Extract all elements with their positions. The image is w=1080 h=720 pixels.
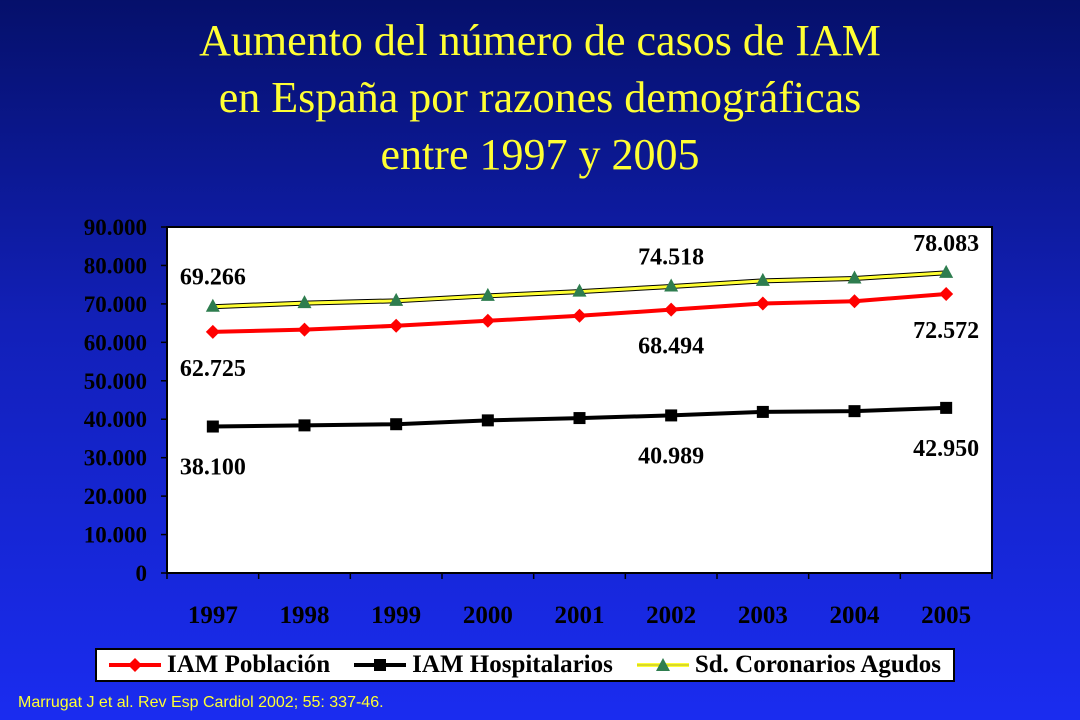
data-point-marker	[847, 294, 862, 309]
data-point-marker	[480, 313, 495, 328]
legend-item-iam-poblacion: IAM Población	[108, 651, 331, 679]
y-tick-label: 90.000	[84, 215, 147, 240]
legend-item-sd-coronarios: Sd. Coronarios Agudos	[636, 651, 941, 679]
triangle-marker-icon	[636, 658, 689, 671]
data-point-marker	[664, 278, 679, 292]
data-point-marker	[756, 405, 769, 418]
x-tick-label: 2005	[921, 602, 971, 629]
data-point-marker	[297, 322, 312, 337]
title-line-1: Aumento del número de casos de IAM	[199, 16, 881, 65]
x-tick-label: 2001	[555, 602, 605, 629]
source-citation: Marrugat J et al. Rev Esp Cardiol 2002; …	[18, 694, 384, 711]
legend-label-iam-poblacion: IAM Población	[166, 651, 331, 678]
x-tick-label: 1998	[280, 602, 330, 629]
x-tick-label: 2002	[646, 602, 696, 629]
data-label: 40.989	[638, 443, 704, 469]
data-label: 62.725	[180, 356, 246, 382]
data-point-marker	[939, 287, 954, 302]
data-point-marker	[389, 292, 404, 306]
data-label: 74.518	[638, 245, 704, 271]
chart-legend: IAM Población IAM Hospitalarios Sd. Coro…	[95, 648, 955, 682]
x-tick-label: 2003	[738, 602, 788, 629]
data-label: 68.494	[638, 334, 704, 360]
square-marker-icon	[354, 659, 407, 671]
y-tick-label: 10.000	[84, 523, 147, 548]
y-tick-label: 50.000	[84, 369, 147, 394]
data-label: 78.083	[913, 231, 979, 257]
y-tick-label: 30.000	[84, 446, 147, 471]
data-point-marker	[297, 295, 312, 309]
legend-item-iam-hospitalarios: IAM Hospitalarios	[354, 651, 613, 679]
y-tick-label: 80.000	[84, 253, 147, 278]
data-point-marker	[848, 405, 861, 418]
data-point-marker	[389, 318, 404, 333]
data-point-marker	[847, 270, 862, 284]
y-tick-label: 70.000	[84, 292, 147, 317]
y-tick-label: 0	[136, 561, 148, 586]
data-point-marker	[755, 296, 770, 311]
title-line-2: en España por razones demográficas	[218, 73, 862, 122]
data-point-marker	[664, 302, 679, 317]
y-tick-label: 20.000	[84, 484, 147, 509]
data-point-marker	[205, 324, 220, 339]
legend-label-iam-hospitalarios: IAM Hospitalarios	[412, 651, 613, 678]
data-point-marker	[205, 298, 220, 312]
data-label: 38.100	[180, 455, 246, 481]
title-line-3: entre 1997 y 2005	[380, 130, 700, 179]
x-tick-label: 2000	[463, 602, 513, 629]
data-label: 42.950	[913, 436, 979, 462]
data-point-marker	[206, 420, 219, 433]
data-point-marker	[572, 308, 587, 323]
data-point-marker	[481, 414, 494, 427]
line-chart: 0 10.000 20.000 30.000 40.000 50.000 60.000 70.…	[84, 215, 993, 629]
y-tick-label: 60.000	[84, 330, 147, 355]
data-label: 69.266	[180, 265, 246, 291]
data-point-marker	[755, 272, 770, 286]
x-tick-label: 1997	[188, 602, 238, 629]
data-point-marker	[665, 409, 678, 422]
data-label: 72.572	[913, 318, 979, 344]
x-tick-label: 1999	[371, 602, 421, 629]
data-point-marker	[939, 264, 954, 278]
data-point-marker	[573, 412, 586, 425]
data-point-marker	[572, 283, 587, 297]
data-point-marker	[390, 418, 403, 431]
x-tick-label: 2004	[830, 602, 881, 629]
data-point-marker	[940, 401, 953, 414]
chart-title: Aumento del número de casos de IAM en Es…	[0, 12, 1080, 183]
diamond-marker-icon	[108, 658, 161, 672]
y-tick-label: 40.000	[84, 407, 147, 432]
legend-label-sd-coronarios: Sd. Coronarios Agudos	[694, 651, 941, 678]
data-point-marker	[298, 419, 311, 432]
data-point-marker	[480, 287, 495, 301]
